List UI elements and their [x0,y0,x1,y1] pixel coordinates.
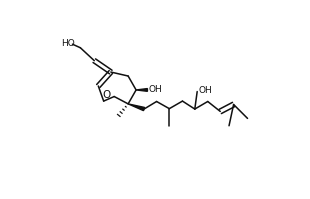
Text: HO: HO [61,39,75,48]
Text: OH: OH [148,85,162,95]
Text: O: O [103,90,111,100]
Polygon shape [128,104,144,111]
Polygon shape [136,89,148,91]
Text: OH: OH [198,86,212,95]
